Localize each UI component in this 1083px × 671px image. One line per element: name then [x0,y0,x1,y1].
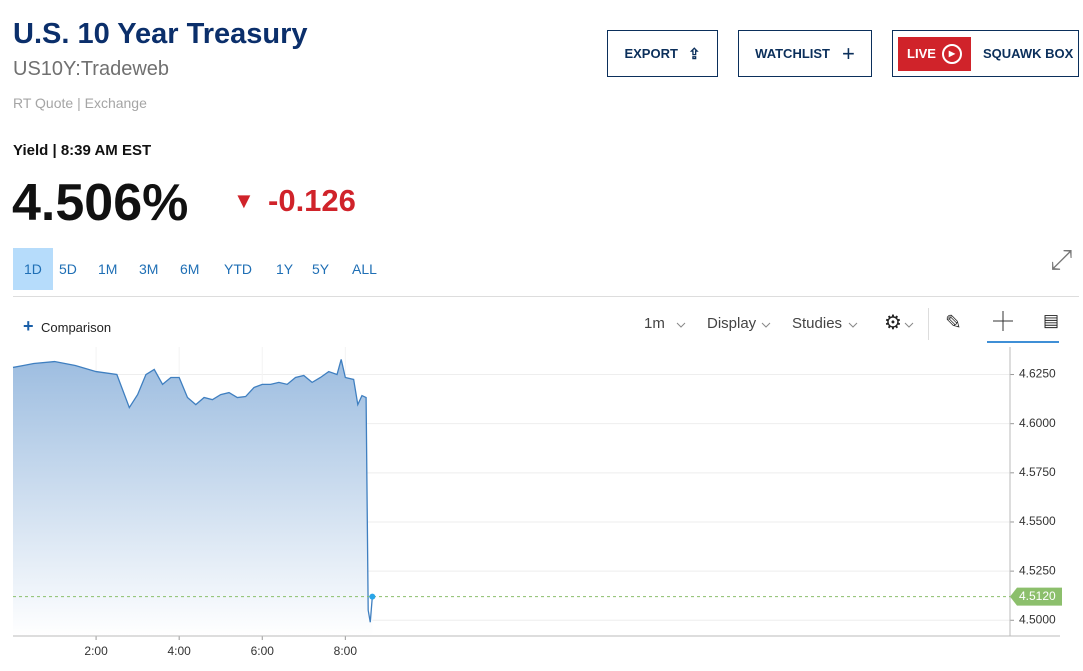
watchlist-button[interactable]: WATCHLIST + [738,30,872,77]
area [13,359,373,636]
range-tab[interactable]: 5D [59,261,77,277]
export-label: EXPORT [624,46,678,61]
comment-icon[interactable]: ▤ [1043,311,1060,330]
play-icon: ▶ [941,43,962,64]
source: RT Quote | Exchange [13,95,147,111]
change: -0.126 [268,183,356,218]
range-tab[interactable]: ALL [352,261,377,277]
line [12,359,373,623]
range-tab[interactable]: 6M [180,261,200,277]
symbol: US10Y:Tradeweb [13,58,170,80]
x-tick-label: 8:00 [334,644,358,658]
studies-menu[interactable]: Studies [792,315,843,332]
divider [13,296,1079,297]
quote-label: Yield | 8:39 AM EST [13,142,152,159]
squawk-button[interactable]: LIVE ▶ SQUAWK BOX [892,30,1079,77]
plus-icon: + [23,316,34,336]
range-tab[interactable]: 5Y [312,261,330,277]
title: U.S. 10 Year Treasury [13,18,308,50]
y-tick-label: 4.5250 [1019,563,1056,577]
display-menu[interactable]: Display [707,315,757,332]
x-tick-label: 4:00 [167,644,191,658]
chevron [904,322,914,328]
export-button[interactable]: EXPORT ⇪ [607,30,718,77]
last-price-label: 4.5120 [1019,589,1056,603]
x-tick-label: 6:00 [251,644,275,658]
draw-icon[interactable]: ✎ [945,312,962,334]
y-tick-label: 4.5000 [1019,612,1056,626]
live-label: LIVE [907,46,936,61]
y-tick-label: 4.6250 [1019,367,1056,381]
chevron [676,322,686,328]
price: 4.506% [12,174,189,232]
x-tick-label: 2:00 [84,644,108,658]
chevron [761,322,771,328]
separator [928,308,929,340]
range-tab[interactable]: 1Y [276,261,294,277]
down-arrow: ▼ [233,188,255,213]
range-tab[interactable]: 1D [13,248,53,290]
watchlist-label: WATCHLIST [755,46,830,61]
chevron [848,322,858,328]
export-icon: ⇪ [687,45,701,63]
settings-icon[interactable]: ⚙ [884,312,902,334]
expand-icon[interactable]: ⤢ [1050,244,1073,275]
range-tab[interactable]: 3M [139,261,159,277]
interval[interactable]: 1m [644,315,665,332]
live-badge: LIVE ▶ [898,36,971,71]
plus-icon: + [842,40,855,66]
last-point [369,593,376,600]
range-tab[interactable]: 1M [98,261,118,277]
last-price-tag [1010,587,1062,606]
comparison[interactable]: Comparison [41,320,112,335]
active-underline [987,341,1059,343]
range-tab[interactable]: YTD [224,261,252,277]
y-tick-label: 4.5750 [1019,465,1056,479]
y-tick-label: 4.6000 [1019,416,1056,430]
y-tick-label: 4.5500 [1019,514,1056,528]
squawk-label: SQUAWK BOX [983,46,1074,61]
